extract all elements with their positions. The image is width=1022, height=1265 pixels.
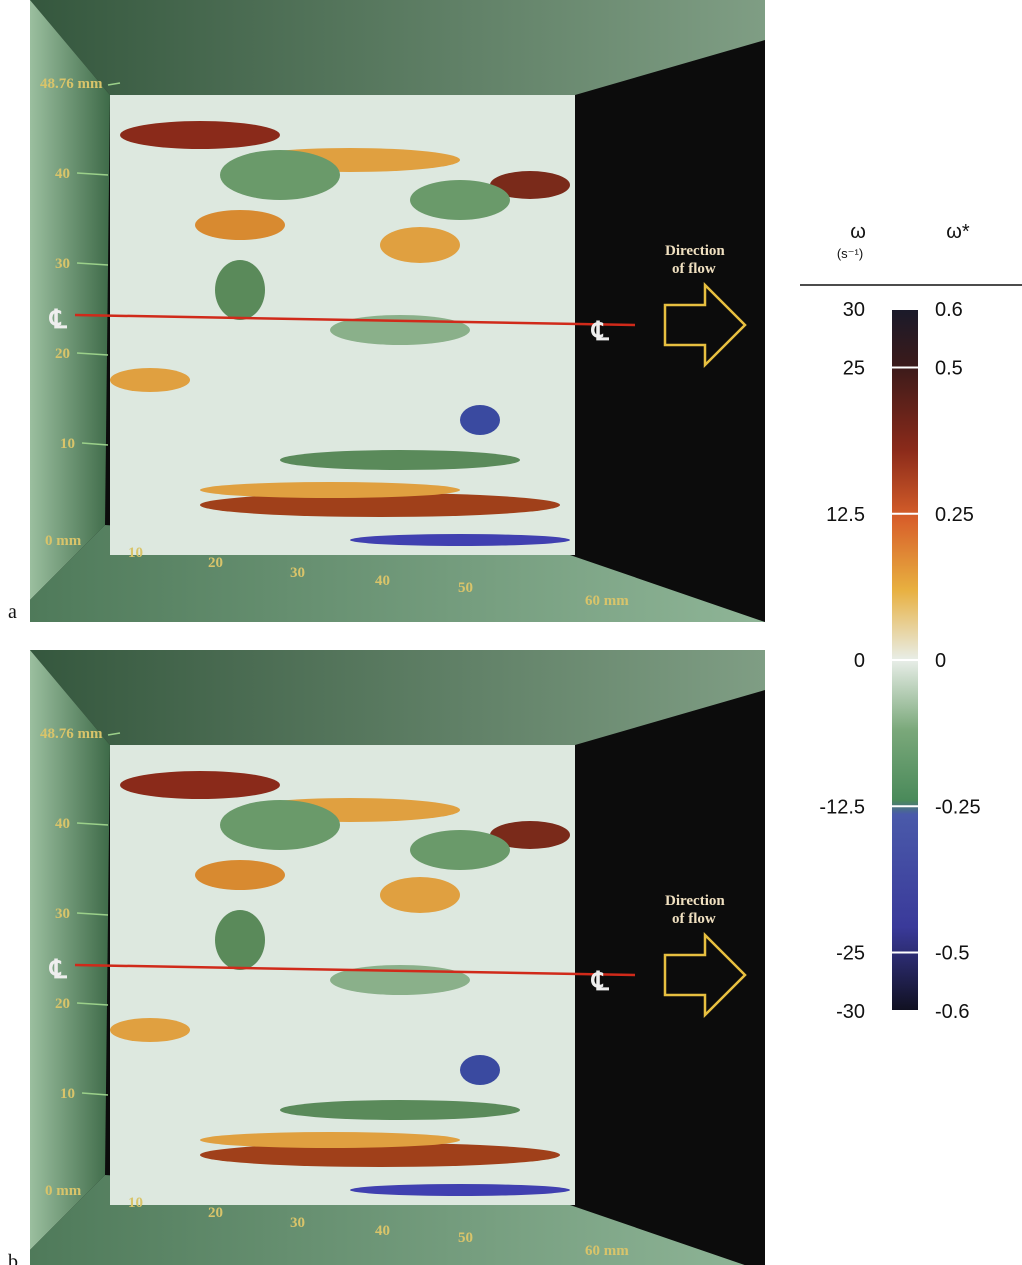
omega-header: ω [850,221,866,243]
y-axis-label: 10 [60,436,75,452]
panel-b-image [30,650,765,1265]
flow-label: of flow [672,911,716,927]
centerline-label: ℄ [49,955,68,984]
figure: ω (s⁻¹) ω* 30 0.6 25 0.5 12.5 0.25 0 0 -12.5 -0.2… [0,0,1022,1265]
x-axis-label: 40 [375,1223,390,1239]
panel-a-image [30,0,765,622]
colorbar-left-tick: -30 [836,1001,865,1023]
y-axis-label: 30 [55,256,70,272]
y-axis-label: 20 [55,996,70,1012]
omega-unit: (s⁻¹) [837,246,863,261]
y-axis-label: 48.76 mm [40,76,103,92]
colorbar-right-tick: -0.25 [935,796,981,818]
flow-label: Direction [665,243,725,259]
x-axis-label: 20 [208,1205,223,1221]
colorbar-left-tick: -12.5 [819,796,865,818]
panel-label: a [8,601,17,623]
colorbar-right-tick: 0 [935,650,946,672]
x-axis-label: 30 [290,565,305,581]
centerline-label: ℄ [49,305,68,334]
panel-label: b [8,1251,18,1265]
colorbar-right-tick: -0.6 [935,1001,969,1023]
y-axis-label: 48.76 mm [40,726,103,742]
y-axis-label: 40 [55,166,70,182]
colorbar-right-tick: -0.5 [935,943,969,965]
colorbar-right-tick: 0.6 [935,299,963,321]
x-axis-label: 60 mm [585,1243,629,1259]
centerline-label: ℄ [591,967,610,996]
colorbar-right-tick: 0.25 [935,504,974,526]
x-axis-label: 10 [128,1195,143,1211]
colorbar-left-tick: 30 [843,299,865,321]
x-axis-label: 10 [128,545,143,561]
x-axis-label: 20 [208,555,223,571]
x-axis-label: 50 [458,580,473,596]
y-axis-label: 30 [55,906,70,922]
x-axis-label: 40 [375,573,390,589]
x-axis-label: 0 mm [45,1183,82,1199]
x-axis-label: 60 mm [585,593,629,609]
colorbar-right-tick: 0.5 [935,358,963,380]
y-axis-label: 10 [60,1086,75,1102]
y-axis-label: 20 [55,346,70,362]
colorbar: ω (s⁻¹) ω* 30 0.6 25 0.5 12.5 0.25 0 0 -12.5 -0.2… [800,221,1022,1023]
x-axis-label: 0 mm [45,533,82,549]
colorbar-left-tick: 12.5 [826,504,865,526]
x-axis-label: 50 [458,1230,473,1246]
colorbar-left-tick: -25 [836,943,865,965]
colorbar-left-tick: 25 [843,358,865,380]
x-axis-label: 30 [290,1215,305,1231]
flow-label: of flow [672,261,716,277]
flow-label: Direction [665,893,725,909]
centerline-label: ℄ [591,317,610,346]
colorbar-left-tick: 0 [854,650,865,672]
y-axis-label: 40 [55,816,70,832]
omega-star-header: ω* [946,221,970,243]
